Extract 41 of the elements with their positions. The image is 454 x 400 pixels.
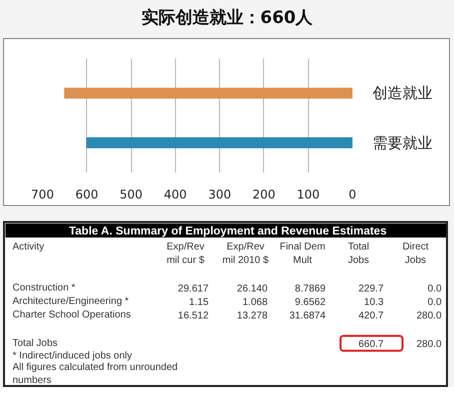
text: 1.068 (242, 297, 268, 308)
text: Table A. Summary of Employment and Revenue Estimates (68, 226, 387, 238)
x-tick-label: 0 (348, 188, 356, 202)
text: 0.0 (428, 297, 442, 308)
text: 13.278 (236, 310, 268, 322)
text: 280.0 (416, 338, 442, 350)
text: 26.140 (236, 284, 268, 295)
text: 229.7 (358, 284, 384, 295)
text: 280.0 (416, 310, 442, 322)
category-label: Total Jobs (348, 241, 370, 266)
chart-title: 实际创造就业：660人 (141, 7, 313, 30)
category-label: Exp/Rev mil cur $ (166, 241, 205, 266)
text: 8.7869 (294, 284, 326, 295)
x-tick-label: 700 (31, 188, 54, 202)
text: 9.6562 (294, 297, 326, 308)
y-tick-label: 创造就业 (372, 84, 432, 102)
category-label: Direct Jobs (402, 241, 429, 266)
x-tick-label: 200 (252, 188, 276, 202)
x-tick-label: 100 (296, 188, 320, 202)
category-label: Total Jobs (12, 338, 58, 349)
category-label: Final Dem Mult (280, 241, 326, 266)
category-label: Exp/Rev mil 2010 $ (222, 241, 270, 266)
category-label: Charter School Operations (12, 309, 131, 320)
x-tick-label: 400 (164, 188, 187, 202)
category-label: Architecture/Engineering * (12, 296, 129, 308)
text: 660.7 (358, 338, 384, 350)
x-tick-label: 600 (75, 188, 98, 202)
text: 1.15 (189, 297, 209, 308)
text: 10.3 (364, 297, 384, 308)
x-tick-label: 500 (120, 188, 143, 202)
y-tick-label: 需要就业 (372, 134, 432, 152)
text: 16.512 (178, 310, 209, 322)
text: All figures calculated from unrounded numbers (12, 362, 178, 386)
text: 29.617 (178, 284, 209, 295)
text: 31.6874 (289, 310, 326, 322)
category-label: Construction * (12, 282, 76, 294)
category-label: Activity (12, 241, 44, 252)
text: 420.7 (358, 310, 384, 322)
text: 0.0 (428, 284, 442, 295)
text: * Indirect/induced jobs only (12, 350, 132, 362)
x-tick-label: 300 (208, 188, 232, 202)
